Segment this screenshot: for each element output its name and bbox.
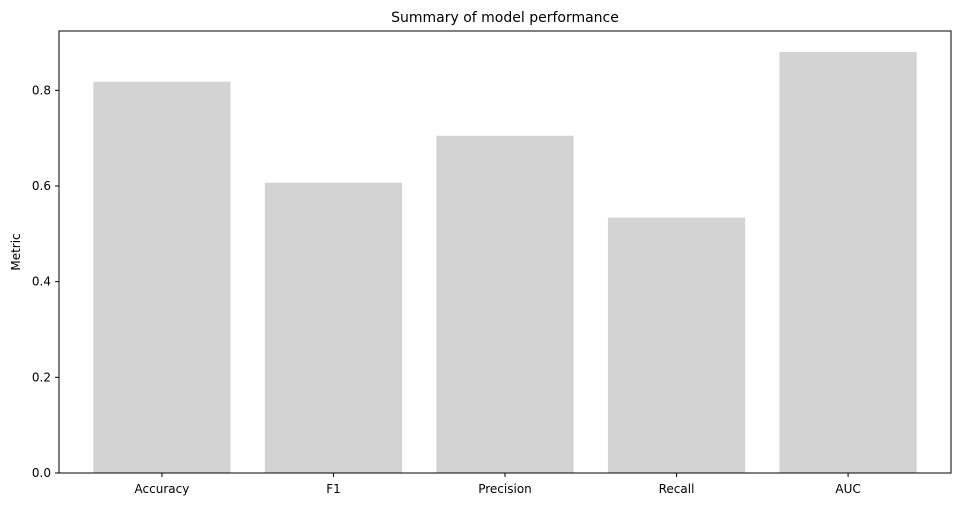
bar-auc xyxy=(779,52,917,474)
bar-precision xyxy=(436,135,574,473)
x-tick-label: Recall xyxy=(659,482,695,496)
ticks-layer: Accuracy F1 Precision Recall AUC 0.0 0.2 0.4 0.6… xyxy=(32,83,861,496)
y-tick-label: 0.2 xyxy=(32,370,51,384)
x-tick-label: Precision xyxy=(478,482,532,496)
bars-layer xyxy=(93,52,917,474)
bar-f1 xyxy=(264,182,403,473)
y-tick-label: 0.6 xyxy=(32,179,51,193)
chart-title: Summary of model performance xyxy=(391,10,619,26)
y-axis-label: Metric xyxy=(9,233,23,270)
bar-recall xyxy=(607,217,746,473)
x-tick-label: Accuracy xyxy=(135,482,190,496)
bar-accuracy xyxy=(93,81,231,474)
x-tick-label: F1 xyxy=(326,482,341,496)
y-tick-label: 0.4 xyxy=(32,275,51,289)
y-tick-label: 0.8 xyxy=(32,83,51,97)
y-tick-label: 0.0 xyxy=(32,466,51,480)
x-tick-label: AUC xyxy=(835,482,860,496)
